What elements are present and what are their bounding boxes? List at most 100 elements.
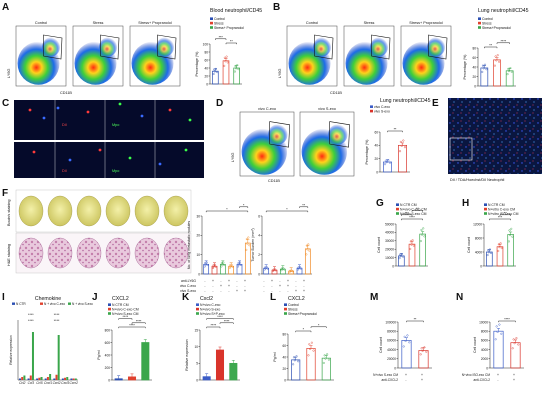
data-point bbox=[212, 264, 215, 267]
data-point bbox=[487, 251, 490, 254]
data-point bbox=[515, 337, 518, 340]
bar bbox=[505, 70, 514, 87]
significance-bracket bbox=[498, 320, 516, 323]
bar bbox=[29, 375, 32, 380]
significance-label: **** bbox=[136, 319, 142, 323]
legend-swatch bbox=[196, 312, 199, 315]
y-tick-label: 20 bbox=[282, 367, 286, 371]
flow-plot-label: Stress bbox=[93, 21, 104, 25]
y-tick-label: 6 bbox=[258, 214, 260, 218]
significance-label: ** bbox=[302, 203, 305, 207]
treatment-sign: - bbox=[295, 284, 296, 288]
y-tick-label: 40 bbox=[204, 66, 208, 70]
bar bbox=[229, 362, 238, 381]
significance-label: * bbox=[243, 203, 245, 207]
data-point bbox=[229, 265, 232, 268]
he-section bbox=[76, 237, 102, 269]
data-point bbox=[323, 354, 326, 357]
legend-swatch bbox=[396, 203, 399, 206]
treatment-sign: - bbox=[204, 284, 205, 288]
flow-density-secondary bbox=[156, 37, 174, 57]
data-point bbox=[493, 64, 496, 67]
panel-b-letter: B bbox=[273, 2, 280, 13]
treatment-sign: + bbox=[421, 373, 423, 377]
data-point bbox=[402, 345, 405, 348]
lung-specimen bbox=[105, 195, 131, 227]
bar bbox=[244, 242, 251, 275]
data-point bbox=[482, 67, 485, 70]
bar bbox=[74, 378, 77, 380]
bar bbox=[114, 378, 123, 381]
treatment-sign: + bbox=[513, 373, 515, 377]
panel-m-chart: 0 20000 40000 60000 80000 100000 Cell count ** bbox=[379, 318, 432, 370]
significance-bracket bbox=[295, 330, 312, 333]
panel-i-letter: I bbox=[2, 292, 5, 303]
data-point bbox=[423, 235, 426, 238]
legend-swatch bbox=[484, 203, 487, 206]
flow-plot-label: Control bbox=[35, 21, 47, 25]
bar bbox=[496, 246, 504, 267]
panel-f: F Bouin's staining H&E staining anti-LY6… bbox=[2, 188, 312, 293]
bar bbox=[36, 378, 39, 380]
legend-swatch bbox=[478, 21, 481, 25]
legend-swatch bbox=[396, 212, 399, 215]
fluorescent-cell bbox=[188, 118, 192, 122]
he-section bbox=[163, 237, 189, 269]
flow-plot-label: vivo S-exo bbox=[318, 107, 336, 111]
panel-d-ylabel: LY6G bbox=[231, 153, 235, 162]
legend-entry: Stress bbox=[214, 21, 224, 25]
legend-swatch bbox=[40, 302, 43, 305]
data-point bbox=[223, 64, 226, 67]
flow-gate bbox=[329, 121, 350, 148]
significance-bracket bbox=[387, 130, 403, 133]
legend-entry: Stress bbox=[288, 307, 298, 311]
bar bbox=[70, 378, 73, 380]
data-point bbox=[511, 235, 514, 238]
y-tick-label: 4000 bbox=[475, 250, 482, 254]
lung-specimen bbox=[47, 195, 73, 227]
data-point bbox=[305, 244, 308, 247]
data-point bbox=[231, 265, 234, 268]
flow-density-secondary bbox=[427, 37, 445, 57]
legend-swatch bbox=[108, 307, 111, 311]
data-point bbox=[312, 349, 315, 352]
data-point bbox=[211, 266, 214, 269]
legend-swatch bbox=[210, 21, 213, 25]
data-point bbox=[517, 343, 520, 346]
bar bbox=[38, 377, 41, 380]
panel-c-fluorescence bbox=[28, 100, 192, 178]
data-point bbox=[499, 242, 502, 245]
flow-density-secondary bbox=[42, 37, 60, 57]
significance-label: * bbox=[286, 208, 288, 212]
significance-bracket bbox=[310, 326, 327, 328]
legend-swatch bbox=[478, 17, 481, 20]
data-point bbox=[481, 70, 484, 73]
panel-a-xlabel: CD11B bbox=[60, 91, 72, 95]
y-axis-label: Relative expression bbox=[9, 335, 13, 365]
y-tick-label: 80 bbox=[282, 332, 286, 336]
treatment-sign: + bbox=[303, 289, 305, 293]
panel-f-treatment-table: anti-LY6G - -+ +- -+ +- -+ +vivo C-exo - -- -+ ++ +-… bbox=[180, 279, 305, 293]
treatment-sign: + bbox=[212, 279, 214, 283]
lung-specimen bbox=[134, 195, 160, 227]
significance-bracket bbox=[118, 326, 146, 329]
panel-a-chart: 0 20 40 60 80 100 Percentage (%) Blood neutroph… bbox=[195, 8, 262, 86]
data-point bbox=[308, 249, 311, 252]
legend-swatch bbox=[478, 26, 481, 29]
data-point bbox=[485, 68, 488, 71]
data-point bbox=[494, 338, 497, 341]
he-section bbox=[18, 237, 44, 269]
legend-swatch bbox=[284, 303, 287, 306]
panel-k-letter: K bbox=[182, 292, 190, 303]
y-axis-label: Cell count bbox=[377, 237, 381, 253]
treatment-sign: + bbox=[295, 289, 297, 293]
bar bbox=[222, 60, 230, 85]
significance-bracket bbox=[411, 210, 423, 212]
treatment-sign: - bbox=[204, 289, 205, 293]
legend-entry: N CTR CM bbox=[112, 303, 129, 307]
data-point bbox=[233, 70, 236, 73]
y-tick-label: 20 bbox=[204, 74, 208, 78]
legend-entry: N+vivo S-exo CM bbox=[112, 312, 139, 316]
